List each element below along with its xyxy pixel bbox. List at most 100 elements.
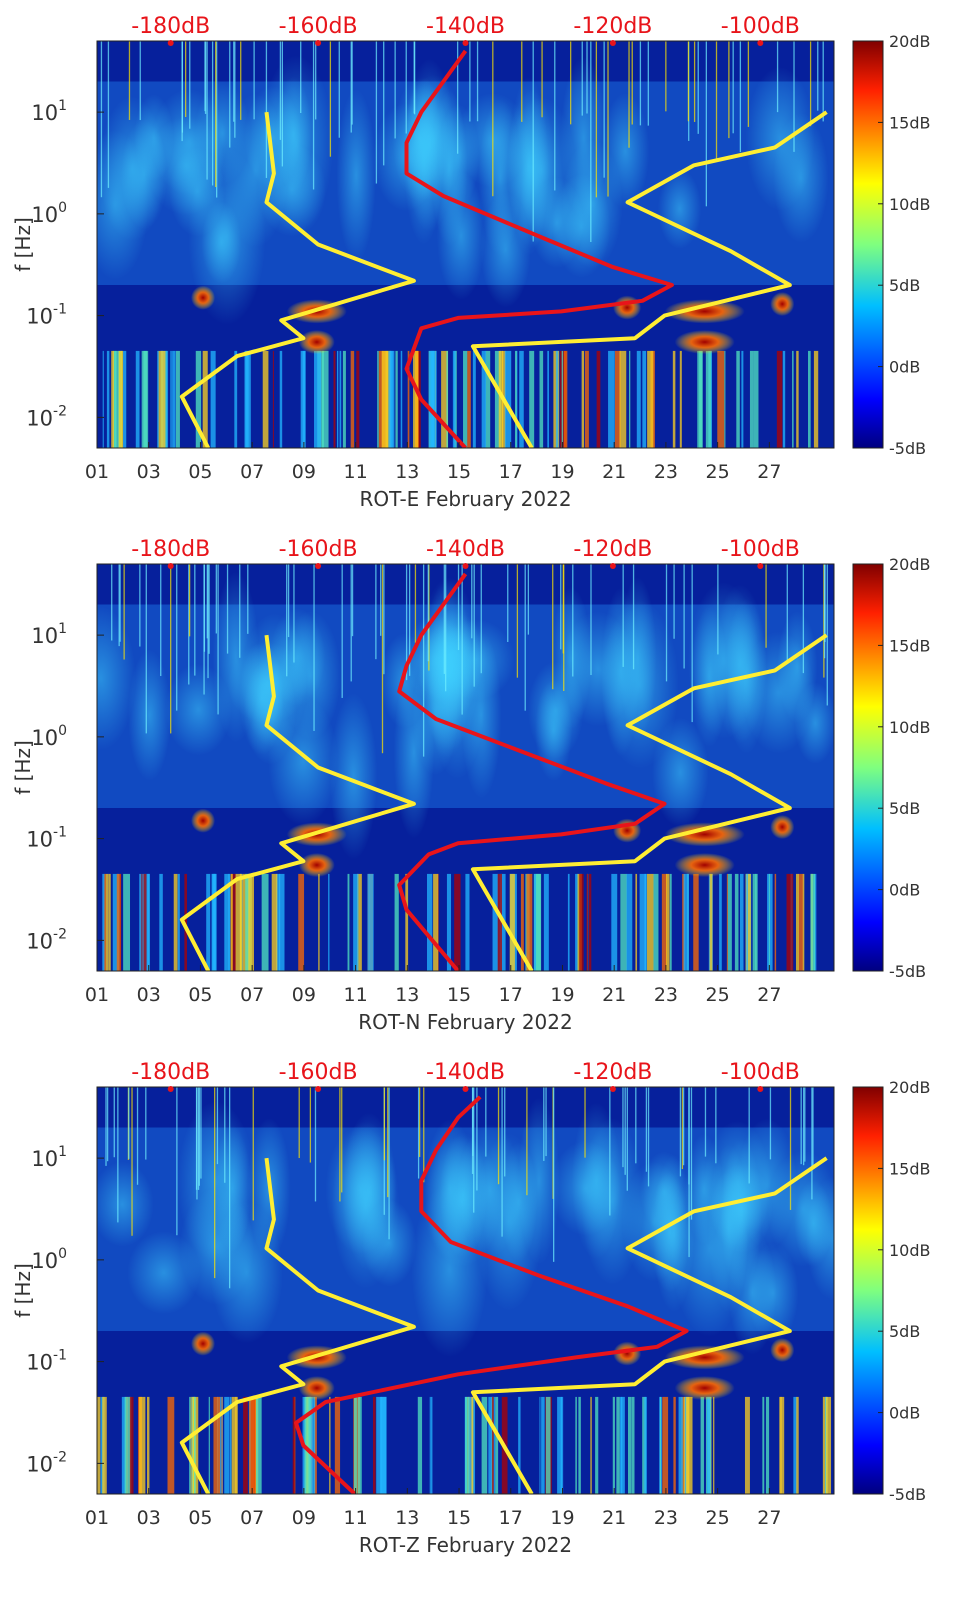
colorbar-tick-label: 5dB [889,276,920,295]
spectrogram-column [342,350,346,448]
spectrogram-column [776,350,783,448]
spectrogram-column [526,873,533,971]
spectrogram-streak [687,41,690,122]
spectrogram-column [184,873,188,971]
spectrogram-blob [560,56,607,220]
spectrogram-column [579,873,584,971]
spectrogram-column [177,873,180,971]
y-tick-label: 101 [31,1144,67,1171]
spectrogram-column [612,1396,615,1494]
x-tick-label: 03 [137,1507,161,1529]
top-axis-label: -180dB [131,14,210,39]
spectrogram-column [208,1396,210,1494]
spectrogram-column [135,350,140,448]
spectrogram-column [390,350,393,448]
spectrogram-streak [185,41,187,118]
spectrogram-column [693,873,699,971]
spectrogram-streak [329,41,332,157]
top-axis-tick [167,1086,174,1092]
spectrogram-streak [823,564,825,678]
y-tick-label: 101 [31,621,67,648]
spectrogram-column [793,1396,797,1494]
spectrogram-streak [705,41,708,207]
x-tick-label: 03 [137,461,161,483]
spectrogram-column [157,350,160,448]
spectrogram-streak [492,41,494,197]
spectrogram-column [647,350,654,448]
spectrogram-streak [665,564,668,682]
spectrogram-streak [419,1087,421,1157]
spectrogram-column [679,350,682,448]
x-tick-label: 15 [447,461,471,483]
spectrogram-column [713,1396,715,1494]
colorbar-tick-label: 20dB [889,32,931,51]
spectrogram-streak [609,1087,611,1216]
noise-model-low [179,111,416,448]
spectrogram-column [446,350,448,448]
spectrogram-hotspot [664,1345,745,1370]
spectrogram-column [235,1396,237,1494]
spectrogram-column [825,1396,832,1494]
x-tick-label: 25 [706,984,730,1006]
spectrogram-streak [233,41,235,122]
spectrogram-column [278,873,285,971]
spectrogram-blob [404,58,456,232]
spectrogram-column [619,1396,625,1494]
spectrogram-column [786,873,794,971]
spectrogram-streak [314,1087,317,1202]
spectrogram-streak [485,1087,487,1157]
spectrogram-streak [136,1087,139,1185]
top-axis-tick [757,1086,764,1092]
spectrogram-column [631,1396,635,1494]
spectrogram-column [381,1396,387,1494]
spectrogram-hotspot [770,292,795,317]
spectrogram-streak [217,564,219,715]
spectrogram-streak [822,41,824,122]
spectrogram-streak [501,1087,503,1237]
spectrogram-streak [476,41,479,122]
spectrogram-streak [765,564,767,648]
spectrogram-column [175,350,180,448]
spectrogram-streak [554,41,556,191]
spectrogram-blob [97,1161,154,1247]
spectrogram-column [596,350,601,448]
spectrogram-streak [207,564,209,679]
spectrogram-column [472,350,476,448]
spectrogram-column [249,1396,256,1494]
spectrogram-column [272,350,274,448]
spectrogram-streak [240,41,242,120]
spectrogram-column [717,350,725,448]
spectrogram-column [682,873,685,971]
spectrogram-column [385,350,391,448]
spectrogram-streak [445,564,447,692]
y-tick-label: 10-2 [26,403,67,430]
spectrogram-streak [423,1087,425,1183]
spectrogram-column [102,873,105,971]
spectrogram-blob [708,1144,749,1313]
spectrogram-streak [823,564,826,659]
spectrogram-streak [234,41,236,138]
spectrogram-streak [408,564,411,676]
x-axis-label: ROT-Z February 2022 [359,1533,572,1557]
spectrogram-streak [793,41,795,152]
spectrogram-column [619,350,627,448]
y-tick-label: 101 [31,98,67,125]
spectrogram-column [611,873,618,971]
spectrogram-column [235,873,243,971]
spectrogram-streak [631,41,633,125]
spectrogram-panel: 01 03 05 07 09 11 13 15 17 19 21 23 25 27 ROT-N Februa… [11,537,931,1034]
noise-model-low [179,634,416,971]
spectrogram-column [328,873,330,971]
spectrogram-streak [581,41,583,116]
x-tick-label: 01 [85,984,109,1006]
spectrogram-column [292,1396,296,1494]
spectrogram-hotspot [191,285,216,310]
spectrogram-streak [117,1087,119,1223]
spectrogram-column [495,1396,499,1494]
x-tick-label: 05 [188,984,212,1006]
spectrogram-column [541,1396,545,1494]
spectrogram-streak [786,564,788,661]
spectrogram-blob [551,586,592,730]
spectrogram-streak [626,1087,628,1191]
spectrogram-column [377,350,379,448]
